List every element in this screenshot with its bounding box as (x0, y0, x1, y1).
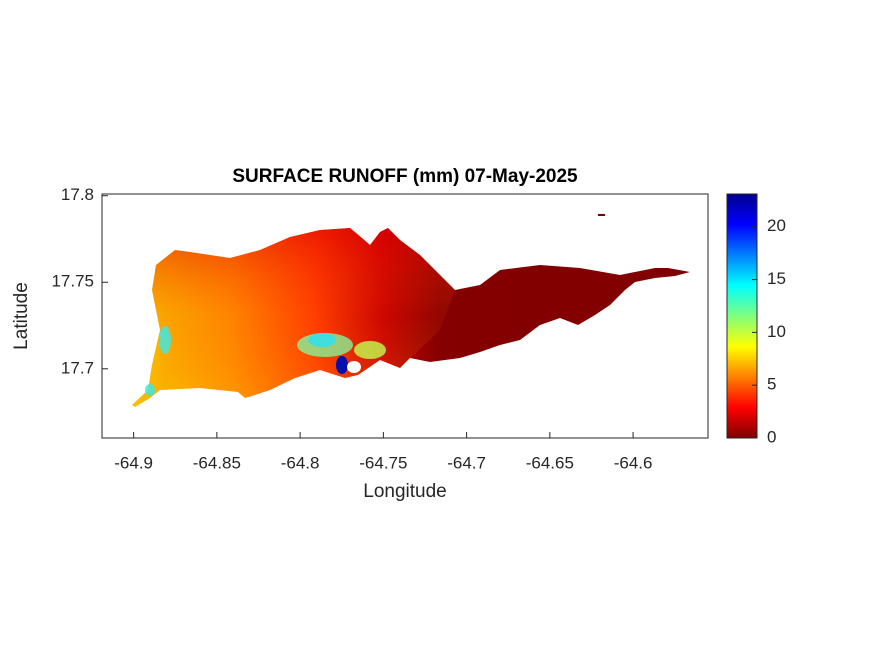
x-tick-label: -64.7 (447, 453, 486, 472)
x-tick-label: -64.9 (114, 453, 153, 472)
x-tick-label: -64.75 (359, 453, 407, 472)
x-axis-label: Longitude (363, 481, 446, 502)
y-tick-label: 17.7 (61, 358, 94, 377)
x-tick-label: -64.8 (281, 453, 320, 472)
colorbar-tick-label: 15 (767, 269, 786, 288)
colorbar (726, 193, 758, 439)
y-tick-label: 17.75 (51, 272, 94, 291)
y-axis-label: Latitude (11, 282, 32, 350)
island (132, 214, 690, 407)
colorbar-tick-label: 0 (767, 427, 776, 446)
x-tick-label: -64.6 (614, 453, 653, 472)
chart-title: SURFACE RUNOFF (mm) 07-May-2025 (232, 166, 578, 187)
colorbar-tick-label: 20 (767, 216, 786, 235)
x-tick-label: -64.85 (193, 453, 241, 472)
colorbar-tick-label: 5 (767, 375, 776, 394)
colorbar-tick-label: 10 (767, 322, 786, 341)
axes-box (101, 193, 709, 439)
y-tick-label: 17.8 (61, 185, 94, 204)
x-tick-label: -64.65 (526, 453, 574, 472)
